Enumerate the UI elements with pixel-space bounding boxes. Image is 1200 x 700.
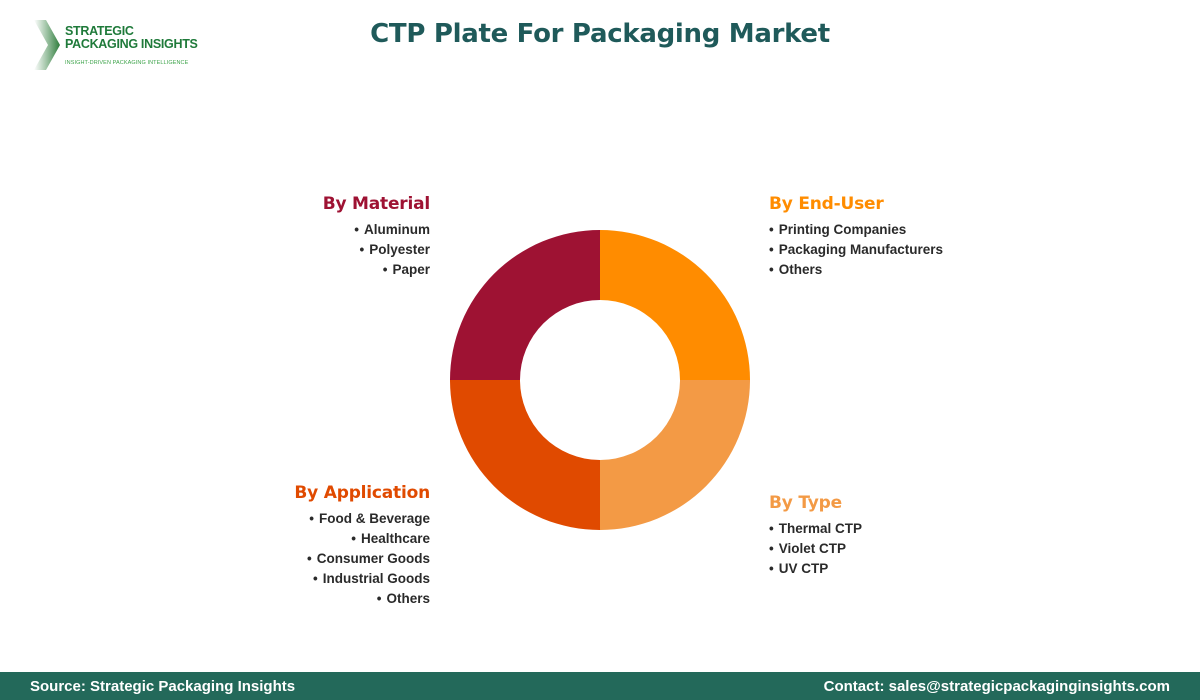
donut-slice-end-user xyxy=(600,230,750,380)
segment-end-user: By End-User Printing Companies Packaging… xyxy=(769,194,943,280)
donut-slice-type xyxy=(600,380,750,530)
segment-item-list: Printing Companies Packaging Manufacture… xyxy=(769,220,943,280)
segment-heading: By Type xyxy=(769,493,842,513)
segment-item: Violet CTP xyxy=(769,539,862,559)
segment-item: Industrial Goods xyxy=(294,569,430,589)
segment-heading: By End-User xyxy=(769,194,884,214)
segment-item: Food & Beverage xyxy=(294,509,430,529)
chevron-logo-icon xyxy=(34,20,60,70)
segment-item: Paper xyxy=(323,260,430,280)
segment-item-list: Aluminum Polyester Paper xyxy=(323,220,430,280)
logo-tagline: INSIGHT-DRIVEN PACKAGING INTELLIGENCE xyxy=(65,60,189,66)
segment-item: Others xyxy=(769,260,943,280)
logo-text-line2: PACKAGING INSIGHTS xyxy=(65,37,198,51)
donut-slice-material xyxy=(450,230,600,380)
brand-logo: STRATEGIC PACKAGING INSIGHTS INSIGHT-DRI… xyxy=(30,18,230,73)
segment-material: By Material Aluminum Polyester Paper xyxy=(322,194,431,280)
segment-application: By Application Food & Beverage Healthcar… xyxy=(294,483,430,609)
donut-chart xyxy=(450,230,750,530)
segment-item: UV CTP xyxy=(769,559,862,579)
segment-item: Printing Companies xyxy=(769,220,943,240)
logo-text-line1: STRATEGIC xyxy=(65,24,134,38)
segment-item: Packaging Manufacturers xyxy=(769,240,943,260)
segment-item: Aluminum xyxy=(323,220,430,240)
segment-item: Thermal CTP xyxy=(769,519,862,539)
segment-item: Healthcare xyxy=(294,529,430,549)
segment-item-list: Thermal CTP Violet CTP UV CTP xyxy=(769,519,862,579)
segment-type: By Type Thermal CTP Violet CTP UV CTP xyxy=(769,493,862,579)
page-title: CTP Plate For Packaging Market xyxy=(370,19,830,49)
donut-slice-application xyxy=(450,380,600,530)
segment-heading: By Material xyxy=(322,194,431,214)
footer-bar: Source: Strategic Packaging Insights Con… xyxy=(0,672,1200,700)
segment-item: Consumer Goods xyxy=(294,549,430,569)
segment-heading: By Application xyxy=(294,483,430,503)
segment-item: Others xyxy=(294,589,430,609)
segment-item-list: Food & Beverage Healthcare Consumer Good… xyxy=(294,509,430,609)
segment-item: Polyester xyxy=(323,240,430,260)
source-text: Source: Strategic Packaging Insights xyxy=(30,677,296,695)
contact-email[interactable]: Contact: sales@strategicpackaginginsight… xyxy=(823,677,1170,695)
